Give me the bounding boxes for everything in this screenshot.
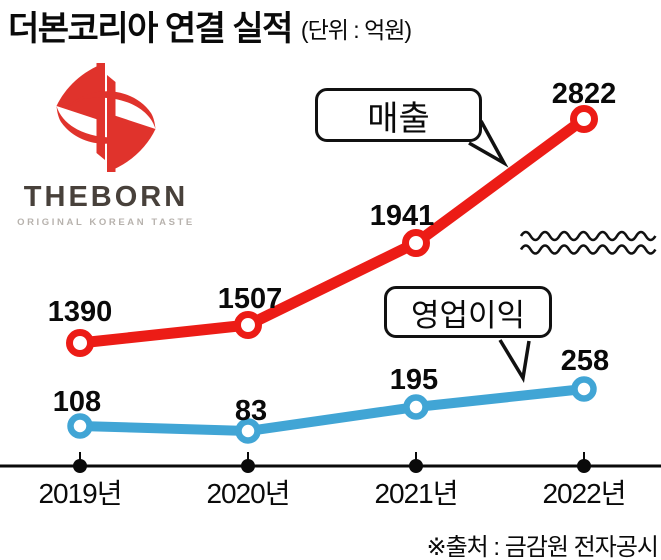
revenue-markers xyxy=(66,105,598,357)
value-label-revenue-2020: 1507 xyxy=(217,283,283,315)
value-label-profit-2021: 195 xyxy=(389,364,439,396)
revenue-callout: 매출 xyxy=(315,88,482,142)
year-label-2019: 2019년 xyxy=(38,478,122,509)
revenue-callout-tail xyxy=(468,120,509,168)
chart-title-text: 더본코리아 연결 실적 xyxy=(8,10,293,48)
revenue-marker-2019 xyxy=(66,329,94,357)
value-label-profit-2020: 83 xyxy=(234,395,268,427)
profit-markers xyxy=(67,376,597,444)
value-label-profit-2019: 108 xyxy=(52,386,102,418)
axis-break-squiggle-icon xyxy=(519,230,657,255)
revenue-marker-2021 xyxy=(402,229,430,257)
source-note: ※출처 : 금감원 전자공시 xyxy=(426,534,659,560)
theborn-logo-mark-icon xyxy=(56,63,156,172)
value-label-revenue-2019: 1390 xyxy=(47,296,113,328)
axis-dots xyxy=(73,459,591,473)
profit-marker-2019 xyxy=(67,413,93,439)
profit-marker-2022 xyxy=(571,376,597,402)
profit-marker-2020 xyxy=(235,418,261,444)
logo-tagline: ORIGINAL KOREAN TASTE xyxy=(17,217,195,228)
profit-line xyxy=(75,384,589,436)
profit-callout: 영업이익 xyxy=(384,286,552,338)
value-label-profit-2022: 258 xyxy=(560,345,610,377)
logo-name: THEBORN xyxy=(23,181,189,213)
revenue-line xyxy=(74,113,590,349)
revenue-marker-2020 xyxy=(234,311,262,339)
value-label-revenue-2022: 2822 xyxy=(551,78,617,110)
year-label-2022: 2022년 xyxy=(542,478,626,509)
value-label-revenue-2021: 1941 xyxy=(369,200,435,232)
chart-title: 더본코리아 연결 실적 (단위 : 억원) xyxy=(8,1,412,50)
year-label-2021: 2021년 xyxy=(374,478,458,509)
unit-label: (단위 : 억원) xyxy=(300,17,412,43)
profit-callout-label: 영업이익 xyxy=(410,297,526,333)
profit-marker-2021 xyxy=(403,394,429,420)
revenue-marker-2022 xyxy=(570,105,598,133)
profit-callout-tail xyxy=(498,339,531,383)
theborn-logo: THEBORN ORIGINAL KOREAN TASTE xyxy=(15,60,197,228)
year-label-2020: 2020년 xyxy=(206,478,290,509)
axis-ticks xyxy=(79,452,585,466)
revenue-callout-label: 매출 xyxy=(367,99,430,138)
